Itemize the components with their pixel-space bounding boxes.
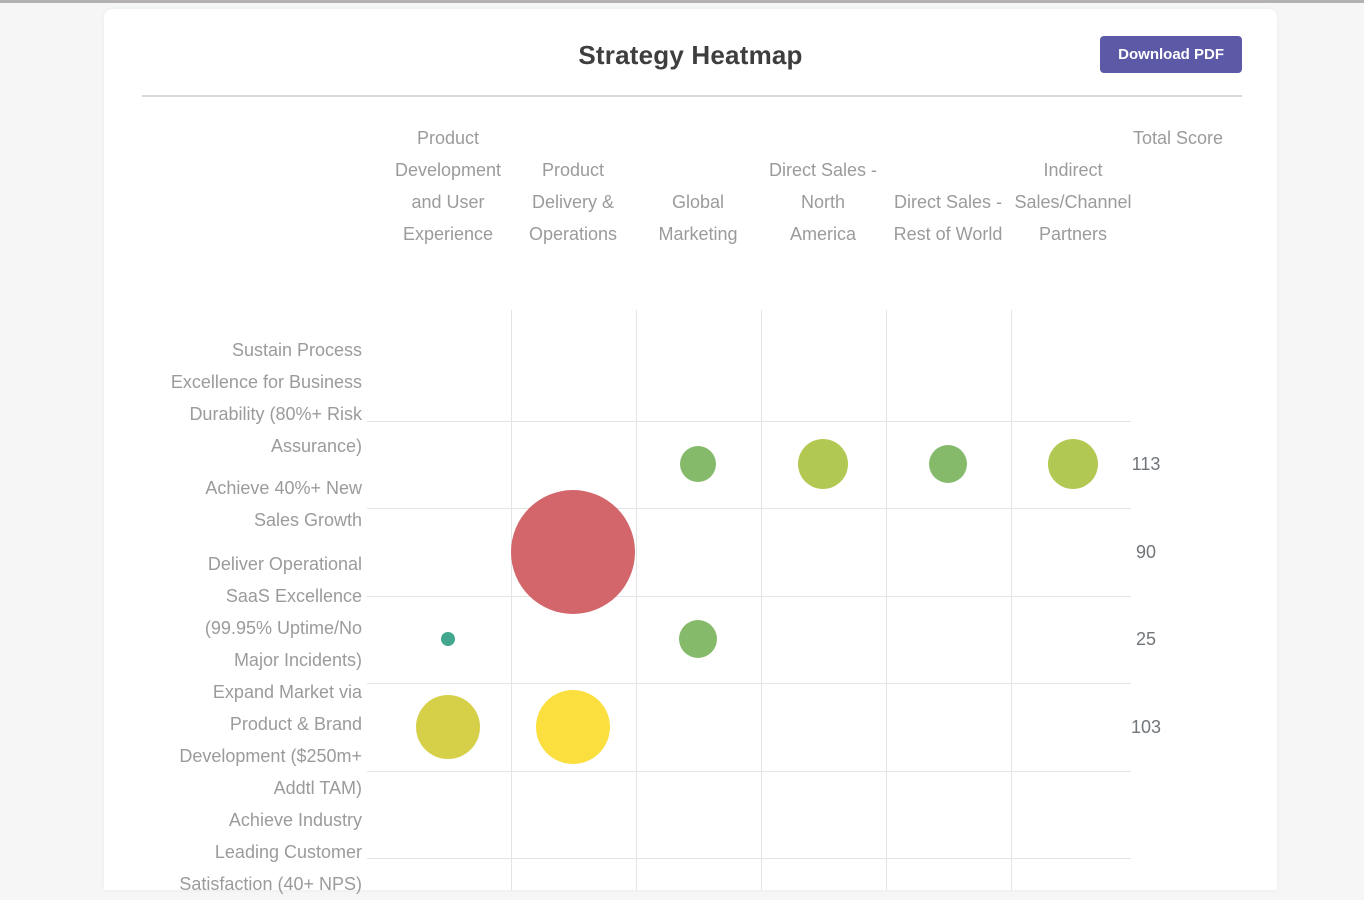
total-score-header: Total Score: [1133, 128, 1224, 148]
row-label-line: Deliver Operational: [207, 554, 362, 574]
gridline-horizontal: [367, 508, 1131, 509]
column-header-line: America: [789, 224, 856, 244]
column-header-line: Global: [671, 192, 725, 212]
heatmap-bubble[interactable]: [680, 446, 716, 482]
row-label-line: Sales Growth: [253, 510, 362, 530]
gridline-vertical: [761, 310, 762, 890]
column-header-line: Partners: [1038, 224, 1108, 244]
column-header-line: Experience: [402, 224, 494, 244]
row-label-line: Durability (80%+ Risk: [189, 404, 362, 424]
column-header-line: Marketing: [658, 224, 738, 244]
column-header-line: Indirect: [1043, 160, 1103, 180]
column-header-line: Direct Sales -: [893, 192, 1003, 212]
row-label: Achieve 40%+ New Sales Growth: [205, 472, 362, 536]
heatmap-bubble[interactable]: [679, 620, 717, 658]
row-label-line: Achieve Industry: [228, 810, 362, 830]
gridline-horizontal: [367, 420, 1131, 422]
column-header: Global Marketing: [548, 186, 848, 250]
heatmap-bubble[interactable]: [929, 445, 967, 483]
total-score-value: 113: [1131, 454, 1161, 474]
row-label-line: Expand Market via: [212, 682, 362, 702]
gridline-vertical: [511, 310, 512, 890]
row-label-line: (99.95% Uptime/No: [204, 618, 362, 638]
column-header-line: Delivery &: [531, 192, 615, 212]
column-header: Product Delivery & Operations: [423, 154, 723, 250]
column-header-line: Development: [394, 160, 502, 180]
row-label-line: Leading Customer: [214, 842, 362, 862]
gridline-horizontal: [367, 683, 1131, 684]
row-label-line: Sustain Process: [231, 340, 362, 360]
download-pdf-button[interactable]: Download PDF: [1100, 36, 1242, 73]
total-score-value: 103: [1130, 716, 1162, 737]
row-label-line: Development ($250m+: [179, 746, 362, 766]
column-header: Direct Sales - Rest of World: [798, 186, 1098, 250]
row-label: Sustain Process Excellence for Business Du…: [171, 334, 362, 462]
column-header-line: North: [800, 192, 845, 212]
heatmap-bubble[interactable]: [536, 689, 610, 764]
column-header-line: Direct Sales -: [768, 160, 878, 180]
row-label: Expand Market via Product & Brand Developm…: [179, 676, 362, 804]
column-header: Product Development and User Experience: [298, 122, 598, 250]
column-header: Indirect Sales/Channel Partners: [923, 154, 1132, 250]
column-header-line: Product: [416, 128, 480, 148]
column-header-line: Operations: [528, 224, 618, 244]
gridline-horizontal: [367, 857, 1131, 859]
viewport-top-strip: [0, 0, 1364, 3]
row-label-line: SaaS Excellence: [225, 586, 362, 606]
row-label-line: Major Incidents): [233, 650, 362, 670]
row-label-line: Product & Brand: [229, 714, 362, 734]
column-header-line: Rest of World: [893, 224, 1003, 244]
total-score-value: 25: [1135, 629, 1157, 649]
column-header-line: and User: [411, 192, 485, 212]
heatmap-bubble[interactable]: [441, 632, 455, 646]
gridline-horizontal: [367, 595, 1131, 597]
row-label-line: Excellence for Business: [170, 372, 362, 392]
gridline-vertical: [636, 310, 637, 890]
row-label-line: Satisfaction (40+ NPS): [179, 874, 362, 894]
column-header-line: Sales/Channel: [1014, 192, 1132, 212]
row-label-line: Achieve 40%+ New: [205, 478, 362, 498]
row-label-line: Assurance): [270, 436, 362, 456]
heatmap-bubble[interactable]: [416, 694, 480, 759]
gridline-horizontal: [367, 770, 1131, 772]
heatmap-bubble[interactable]: [1048, 439, 1098, 489]
heatmap-bubble[interactable]: [798, 439, 848, 489]
header-divider: [142, 95, 1242, 97]
gridline-vertical: [1011, 310, 1012, 890]
row-label: Deliver Operational SaaS Excellence (99.95…: [205, 548, 362, 676]
row-label-line: Addtl TAM): [273, 778, 362, 798]
page-title: Strategy Heatmap: [578, 40, 803, 70]
total-score-value: 90: [1135, 541, 1157, 562]
row-label: Achieve Industry Leading Customer Satisfac…: [179, 804, 362, 900]
column-header: Direct Sales - North America: [673, 154, 973, 250]
gridline-vertical: [886, 310, 887, 890]
column-header-line: Product: [541, 160, 605, 180]
heatmap-bubble[interactable]: [511, 489, 635, 614]
